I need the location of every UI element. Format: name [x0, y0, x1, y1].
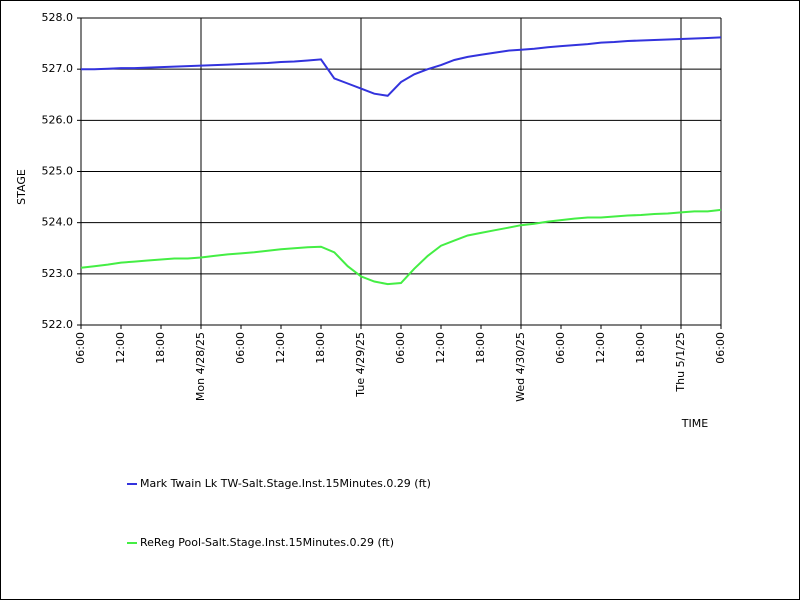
- y-axis-label: STAGE: [15, 169, 28, 205]
- x-tick-label: 06:00: [554, 332, 567, 364]
- x-tick-label: 18:00: [474, 332, 487, 364]
- x-tick-label: 18:00: [634, 332, 647, 364]
- x-tick-label: Tue 4/29/25: [354, 332, 367, 398]
- x-tick-label: 06:00: [74, 332, 87, 364]
- x-tick-label: 12:00: [434, 332, 447, 364]
- x-tick-label: 12:00: [114, 332, 127, 364]
- x-tick-label: 06:00: [234, 332, 247, 364]
- y-tick-label: 525.0: [42, 165, 74, 178]
- y-tick-label: 523.0: [42, 267, 74, 280]
- legend-label: ReReg Pool-Salt.Stage.Inst.15Minutes.0.2…: [140, 536, 394, 549]
- x-tick-label: 06:00: [714, 332, 727, 364]
- data-line: [81, 36, 722, 97]
- x-tick-label: 18:00: [154, 332, 167, 364]
- data-line: [80, 208, 722, 286]
- x-tick-label: Wed 4/30/25: [514, 332, 527, 402]
- legend-label: Mark Twain Lk TW-Salt.Stage.Inst.15Minut…: [140, 477, 431, 490]
- x-tick-label: Mon 4/28/25: [194, 332, 207, 401]
- y-tick-label: 524.0: [42, 216, 74, 229]
- x-tick-label: Thu 5/1/25: [674, 332, 687, 393]
- y-tick-label: 527.0: [42, 62, 74, 75]
- x-tick-label: 12:00: [274, 332, 287, 364]
- y-tick-label: 528.0: [42, 11, 74, 24]
- x-axis-label: TIME: [681, 417, 708, 430]
- y-tick-label: 522.0: [42, 318, 74, 331]
- x-tick-label: 06:00: [394, 332, 407, 364]
- y-tick-label: 526.0: [42, 113, 74, 126]
- x-tick-label: 12:00: [594, 332, 607, 364]
- x-tick-label: 18:00: [314, 332, 327, 364]
